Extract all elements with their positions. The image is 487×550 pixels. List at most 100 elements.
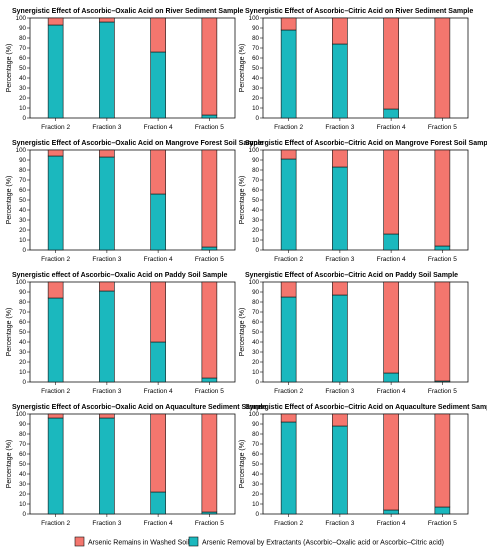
bar-segment-removal (383, 372, 399, 383)
y-tick-label: 100 (249, 147, 260, 154)
bar-segment-removal (434, 245, 451, 251)
y-tick-label: 100 (249, 279, 260, 286)
y-tick-label: 0 (23, 247, 27, 254)
x-tick-label: Fraction 4 (144, 124, 173, 131)
legend-label-remain: Arsenic Remains in Washed Soils (88, 540, 193, 547)
bar-segment-remain (201, 17, 218, 116)
bar-segment-removal (150, 341, 166, 383)
bar-segment-removal (280, 421, 297, 515)
y-tick-label: 20 (19, 95, 26, 102)
x-tick-label: Fraction 5 (428, 520, 457, 527)
x-tick-label: Fraction 5 (195, 388, 224, 395)
bar-segment-remain (434, 17, 451, 119)
y-tick-label: 40 (19, 471, 26, 478)
bar-segment-remain (99, 281, 115, 292)
bar-segment-removal (332, 43, 348, 119)
bar-segment-removal (99, 156, 115, 251)
chart-panel-7: Synergistic Effect of Ascorbic–Oxalic Ac… (6, 404, 267, 527)
bar-segment-removal (332, 166, 348, 251)
y-tick-label: 30 (19, 349, 26, 356)
y-tick-label: 70 (19, 45, 26, 52)
y-tick-label: 30 (19, 85, 26, 92)
y-tick-label: 50 (252, 329, 259, 336)
y-tick-label: 20 (19, 227, 26, 234)
y-tick-label: 50 (252, 461, 259, 468)
bar-segment-remain (383, 149, 399, 235)
bar-segment-removal (280, 29, 297, 119)
bar-segment-removal (280, 158, 297, 251)
y-tick-label: 100 (16, 411, 27, 418)
chart-panel-6: Synergistic Effect of Ascorbic–Citric Ac… (239, 272, 469, 395)
bar-segment-removal (383, 233, 399, 251)
y-tick-label: 90 (252, 289, 259, 296)
y-tick-label: 60 (252, 187, 259, 194)
bar-segment-remain (99, 17, 115, 23)
bar-segment-remain (280, 149, 297, 160)
legend-label-removal: Arsenic Removal by Extractants (Ascorbic… (202, 540, 444, 547)
x-tick-label: Fraction 3 (92, 388, 121, 395)
y-tick-label: 10 (19, 501, 26, 508)
x-tick-label: Fraction 4 (144, 388, 173, 395)
y-tick-label: 40 (19, 339, 26, 346)
x-tick-label: Fraction 3 (92, 256, 121, 263)
charts-grid: Synergistic Effect of Ascorbic–Oxalic Ac… (6, 8, 487, 527)
bar-segment-remain (332, 413, 348, 427)
legend-swatch-removal (188, 536, 199, 547)
x-tick-label: Fraction 5 (195, 256, 224, 263)
bar-segment-remain (47, 149, 64, 157)
x-tick-label: Fraction 4 (144, 520, 173, 527)
legend-swatch-remain (74, 536, 85, 547)
x-tick-label: Fraction 5 (428, 124, 457, 131)
y-tick-label: 100 (249, 15, 260, 22)
y-tick-label: 30 (19, 217, 26, 224)
x-tick-label: Fraction 3 (325, 388, 354, 395)
y-tick-label: 0 (256, 247, 260, 254)
y-tick-label: 10 (252, 369, 259, 376)
y-tick-label: 30 (252, 85, 259, 92)
y-tick-label: 20 (252, 359, 259, 366)
y-tick-label: 70 (19, 309, 26, 316)
y-tick-label: 70 (252, 45, 259, 52)
bar-segment-remain (47, 413, 64, 419)
bar-segment-remain (383, 281, 399, 374)
y-tick-label: 0 (256, 511, 260, 518)
y-tick-label: 40 (19, 207, 26, 214)
x-tick-label: Fraction 3 (325, 256, 354, 263)
bar-segment-remain (47, 17, 64, 26)
y-axis-label: Percentage (%) (239, 308, 246, 357)
bar-segment-remain (383, 17, 399, 110)
y-tick-label: 60 (19, 319, 26, 326)
bar-segment-removal (150, 193, 166, 251)
bar-segment-removal (332, 425, 348, 515)
y-tick-label: 80 (19, 299, 26, 306)
bar-segment-removal (201, 246, 218, 251)
chart-title: Synergistic Effect of Ascorbic–Citric Ac… (245, 272, 458, 279)
chart-panel-8: Synergistic Effect of Ascorbic–Citric Ac… (239, 404, 487, 527)
y-axis-label: Percentage (%) (6, 308, 13, 357)
y-tick-label: 0 (23, 115, 27, 122)
y-tick-label: 60 (19, 451, 26, 458)
bar-segment-remain (434, 413, 451, 508)
y-tick-label: 70 (252, 177, 259, 184)
y-tick-label: 60 (19, 55, 26, 62)
y-tick-label: 50 (19, 65, 26, 72)
x-tick-label: Fraction 4 (144, 256, 173, 263)
y-tick-label: 90 (19, 25, 26, 32)
chart-title: Synergistic Effect of Ascorbic–Citric Ac… (245, 140, 487, 147)
y-axis-label: Percentage (%) (239, 176, 246, 225)
y-tick-label: 50 (19, 461, 26, 468)
y-tick-label: 10 (19, 237, 26, 244)
y-tick-label: 0 (256, 379, 260, 386)
bar-segment-remain (201, 413, 218, 513)
bar-segment-remain (434, 281, 451, 382)
bar-segment-removal (150, 491, 166, 515)
bar-segment-removal (99, 21, 115, 119)
y-tick-label: 100 (16, 147, 27, 154)
bar-segment-removal (150, 51, 166, 119)
y-tick-label: 30 (252, 349, 259, 356)
y-tick-label: 90 (19, 421, 26, 428)
x-tick-label: Fraction 5 (428, 388, 457, 395)
bar-segment-remain (383, 413, 399, 511)
y-tick-label: 10 (252, 237, 259, 244)
